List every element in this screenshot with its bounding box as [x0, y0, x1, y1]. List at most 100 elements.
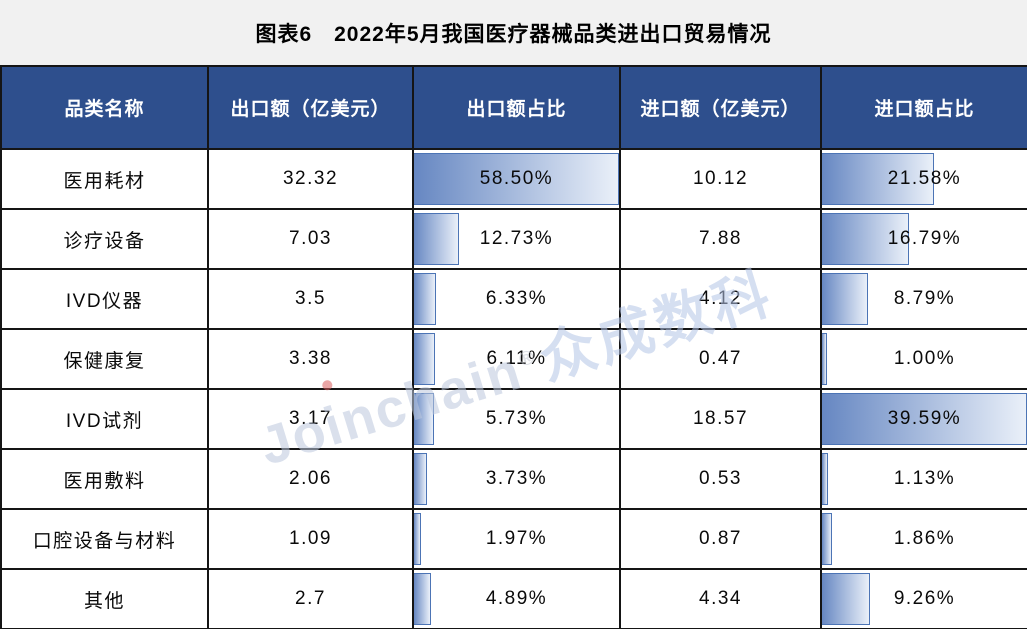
import-share-cell-text: 1.00%: [893, 348, 956, 369]
header-category-label: 品类名称: [64, 99, 145, 120]
category-cell-text: 其他: [83, 590, 125, 612]
data-bar: [823, 393, 1026, 445]
export-share-cell: 6.33%: [412, 268, 621, 330]
export-share-cell: 4.89%: [412, 568, 621, 629]
import-value-cell-text: 0.47: [699, 348, 742, 369]
export-share-cell-text: 12.73%: [479, 228, 554, 249]
category-cell: 其他: [0, 568, 209, 629]
export-value-cell-text: 7.03: [289, 228, 332, 249]
table-header: 品类名称 出口额（亿美元） 出口额占比 进口额（亿美元） 进口额占比: [0, 65, 1027, 150]
data-bar: [415, 513, 421, 565]
data-bar: [823, 513, 832, 565]
import-share-cell: 9.26%: [820, 568, 1027, 629]
export-share-cell-text: 4.89%: [485, 588, 548, 609]
export-value-cell: 1.09: [207, 508, 414, 570]
category-cell: 医用敷料: [0, 448, 209, 510]
import-share-cell-text: 39.59%: [887, 408, 962, 429]
export-share-cell-text: 3.73%: [485, 468, 548, 489]
import-share-cell-text: 1.13%: [893, 468, 956, 489]
category-cell-text: 口腔设备与材料: [32, 530, 177, 552]
header-category: 品类名称: [0, 65, 209, 150]
import-value-cell: 10.12: [619, 148, 822, 210]
data-bar: [415, 273, 437, 325]
data-bar: [823, 333, 828, 385]
data-bar: [415, 333, 436, 385]
category-cell-text: 医用耗材: [63, 170, 146, 192]
export-value-cell-text: 32.32: [282, 168, 339, 189]
import-value-cell: 0.47: [619, 328, 822, 390]
category-cell: 保健康复: [0, 328, 209, 390]
data-bar: [415, 153, 618, 205]
import-value-cell-text: 18.57: [692, 408, 749, 429]
export-value-cell-text: 2.06: [289, 468, 332, 489]
export-value-cell-text: 2.7: [295, 588, 326, 609]
export-value-cell-text: 3.38: [289, 348, 332, 369]
data-bar: [823, 273, 868, 325]
category-cell-text: IVD试剂: [65, 410, 144, 432]
export-share-cell-text: 6.33%: [485, 288, 548, 309]
table-row: 口腔设备与材料 1.09 1.97% 0.87 1.86%: [0, 508, 1027, 570]
category-cell-text: 诊疗设备: [63, 230, 146, 252]
import-value-cell: 18.57: [619, 388, 822, 450]
import-share-cell-text: 1.86%: [893, 528, 956, 549]
figure-title: 图表6 2022年5月我国医疗器械品类进出口贸易情况: [255, 22, 772, 46]
import-value-cell-text: 7.88: [699, 228, 742, 249]
category-cell-text: 医用敷料: [63, 470, 146, 492]
header-row: 品类名称 出口额（亿美元） 出口额占比 进口额（亿美元） 进口额占比: [0, 65, 1027, 150]
export-value-cell-text: 3.17: [289, 408, 332, 429]
data-bar: [415, 393, 435, 445]
export-share-cell-text: 1.97%: [485, 528, 548, 549]
table-row: 医用敷料 2.06 3.73% 0.53 1.13%: [0, 448, 1027, 510]
export-share-cell-text: 5.73%: [485, 408, 548, 429]
category-cell: IVD试剂: [0, 388, 209, 450]
data-bar: [823, 153, 934, 205]
export-value-cell-text: 1.09: [289, 528, 332, 549]
data-bar: [415, 213, 459, 265]
import-share-cell-text: 21.58%: [887, 168, 962, 189]
import-share-cell: 1.00%: [820, 328, 1027, 390]
category-cell-text: 保健康复: [63, 350, 146, 372]
import-value-cell-text: 4.34: [699, 588, 742, 609]
export-value-cell: 32.32: [207, 148, 414, 210]
figure-title-bar: 图表6 2022年5月我国医疗器械品类进出口贸易情况: [0, 0, 1027, 65]
export-value-cell: 2.7: [207, 568, 414, 629]
import-share-cell-text: 16.79%: [887, 228, 962, 249]
import-share-cell: 16.79%: [820, 208, 1027, 270]
header-export-share-label: 出口额占比: [466, 99, 567, 120]
export-share-cell: 1.97%: [412, 508, 621, 570]
import-share-cell: 21.58%: [820, 148, 1027, 210]
data-bar: [823, 213, 909, 265]
import-value-cell-text: 4.12: [699, 288, 742, 309]
header-export-value: 出口额（亿美元）: [207, 65, 414, 150]
import-share-cell: 8.79%: [820, 268, 1027, 330]
trade-table: 品类名称 出口额（亿美元） 出口额占比 进口额（亿美元） 进口额占比 医用耗材 3…: [0, 65, 1027, 629]
import-share-cell-text: 8.79%: [893, 288, 956, 309]
table-row: IVD仪器 3.5 6.33% 4.12 8.79%: [0, 268, 1027, 330]
data-bar: [415, 453, 428, 505]
export-value-cell: 3.17: [207, 388, 414, 450]
export-share-cell-text: 58.50%: [479, 168, 554, 189]
export-share-cell: 12.73%: [412, 208, 621, 270]
table-row: 其他 2.7 4.89% 4.34 9.26%: [0, 568, 1027, 629]
category-cell-text: IVD仪器: [65, 290, 144, 312]
table-row: IVD试剂 3.17 5.73% 18.57 39.59%: [0, 388, 1027, 450]
export-share-cell-text: 6.11%: [486, 348, 547, 369]
category-cell: IVD仪器: [0, 268, 209, 330]
export-share-cell: 5.73%: [412, 388, 621, 450]
export-value-cell: 7.03: [207, 208, 414, 270]
table-row: 医用耗材 32.32 58.50% 10.12 21.58%: [0, 148, 1027, 210]
import-value-cell: 7.88: [619, 208, 822, 270]
table-row: 诊疗设备 7.03 12.73% 7.88 16.79%: [0, 208, 1027, 270]
export-share-cell: 6.11%: [412, 328, 621, 390]
export-share-cell: 3.73%: [412, 448, 621, 510]
import-share-cell: 1.86%: [820, 508, 1027, 570]
data-bar: [823, 453, 828, 505]
header-import-value: 进口额（亿美元）: [619, 65, 822, 150]
import-value-cell-text: 10.12: [692, 168, 749, 189]
category-cell: 口腔设备与材料: [0, 508, 209, 570]
header-import-share-label: 进口额占比: [874, 99, 975, 120]
import-value-cell: 4.12: [619, 268, 822, 330]
export-value-cell: 3.38: [207, 328, 414, 390]
export-value-cell-text: 3.5: [295, 288, 326, 309]
